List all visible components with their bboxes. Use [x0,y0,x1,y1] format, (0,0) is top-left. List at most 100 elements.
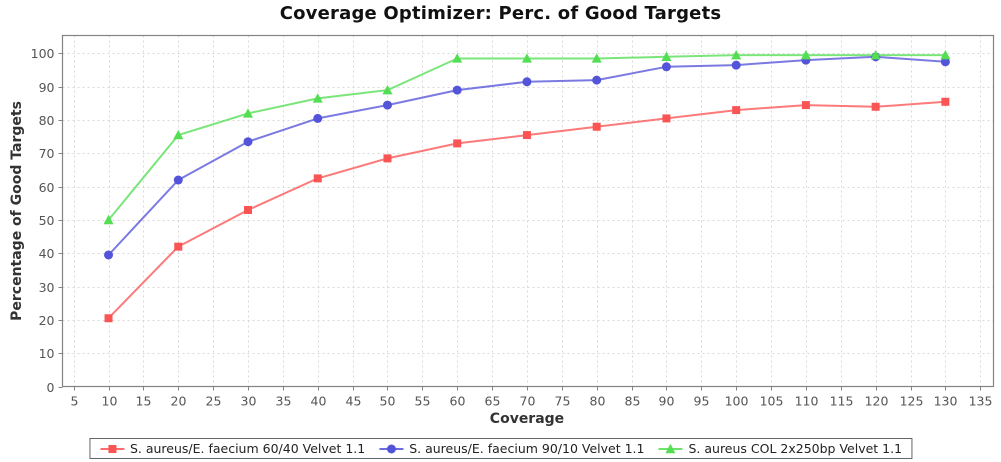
data-point-marker [941,97,950,106]
data-point-marker [662,114,671,123]
data-point-marker [313,174,322,183]
data-point-marker [661,51,672,62]
y-tick-label: 40 [39,246,55,261]
data-point-marker [243,108,254,118]
x-tick-label: 10 [102,394,118,409]
y-tick-label: 100 [31,46,55,61]
x-tick-label: 105 [760,394,784,409]
series-line [107,55,946,256]
x-tick-label: 50 [380,394,396,409]
data-point-marker [592,122,601,131]
data-point-marker [173,129,184,140]
y-axis-label: Percentage of Good Targets [9,101,25,321]
x-tick-label: 130 [934,394,958,409]
y-tick-label: 50 [39,213,55,228]
data-point-marker [800,49,811,60]
y-tick-label: 30 [39,280,55,295]
legend-label-series-3: S. aureus COL 2x250bp Velvet 1.1 [688,441,903,456]
data-point-marker [870,49,881,60]
red-square-legend-icon [99,444,124,453]
square-icon [107,444,116,453]
x-tick-label: 100 [725,394,749,409]
x-tick-label: 95 [694,394,710,409]
x-tick-label: 80 [590,394,606,409]
axis-ticks: 5 10 15 20 25 30 35 40 45 50 55 60 65 70 75 80 85 90 95 100… [31,34,995,409]
x-tick-label: 30 [241,394,257,409]
legend-label-series-2: S. aureus/E. faecium 90/10 Velvet 1.1 [409,441,645,456]
y-tick-label: 10 [39,346,55,361]
x-tick-label: 65 [485,394,501,409]
data-point-marker [452,85,462,95]
data-point-marker [173,175,183,185]
legend: S. aureus/E. faecium 60/40 Velvet 1.1 S.… [88,438,913,459]
green-triangle-legend-icon [658,443,683,453]
x-tick-label: 115 [830,394,854,409]
x-tick-label: 45 [346,394,362,409]
gridlines [62,35,994,387]
data-point-marker [453,139,462,148]
x-tick-label: 20 [171,394,187,409]
data-point-marker [383,154,392,163]
data-point-marker [243,137,253,147]
data-point-marker [940,49,951,60]
x-tick-label: 85 [625,394,641,409]
x-tick-label: 60 [450,394,466,409]
x-axis-label: Coverage [490,411,564,427]
x-tick-label: 90 [659,394,675,409]
data-point-marker [871,102,880,111]
series-circle [104,52,950,260]
legend-item-series-3: S. aureus COL 2x250bp Velvet 1.1 [657,441,902,456]
x-tick-label: 70 [520,394,536,409]
x-tick-label: 125 [900,394,924,409]
data-point-marker [452,53,463,63]
series-triangle [103,49,951,225]
y-tick-label: 80 [39,113,55,128]
data-point-marker [174,242,183,251]
data-point-marker [731,49,742,60]
data-point-marker [104,250,114,260]
x-tick-label: 5 [71,394,79,409]
data-point-marker [313,113,323,123]
data-point-marker [521,53,532,63]
series-square [104,97,950,323]
data-point-marker [382,100,392,110]
x-tick-label: 40 [311,394,327,409]
data-point-marker [104,314,113,323]
y-tick-label: 70 [39,146,55,161]
y-tick-label: 20 [39,313,55,328]
x-tick-label: 135 [969,394,993,409]
legend-label-series-1: S. aureus/E. faecium 60/40 Velvet 1.1 [129,441,366,456]
blue-circle-legend-icon [379,444,404,453]
chart-title: Coverage Optimizer: Perc. of Good Target… [279,3,722,24]
data-point-marker [940,57,950,67]
x-tick-label: 120 [865,394,889,409]
data-point-marker [522,131,531,140]
data-point-marker [661,62,671,72]
x-tick-label: 55 [415,394,431,409]
legend-item-series-1: S. aureus/E. faecium 60/40 Velvet 1.1 [99,441,365,456]
circle-icon [386,444,396,453]
data-series [103,49,951,323]
x-tick-label: 15 [136,394,152,409]
x-tick-label: 75 [555,394,571,409]
data-point-marker [592,75,602,85]
data-point-marker [382,84,393,95]
data-point-marker [522,77,532,87]
y-tick-label: 90 [39,80,55,95]
data-point-marker [591,53,602,63]
legend-item-series-2: S. aureus/E. faecium 90/10 Velvet 1.1 [378,441,644,456]
y-tick-label: 60 [39,180,55,195]
data-point-marker [244,206,253,215]
x-tick-label: 25 [206,394,222,409]
x-tick-label: 110 [795,394,819,409]
data-point-marker [312,93,323,103]
data-point-marker [732,106,741,115]
data-point-marker [103,214,114,225]
x-tick-label: 35 [276,394,292,409]
y-tick-label: 0 [47,380,55,395]
data-point-marker [731,60,741,70]
data-point-marker [801,101,810,110]
triangle-icon [665,443,676,453]
